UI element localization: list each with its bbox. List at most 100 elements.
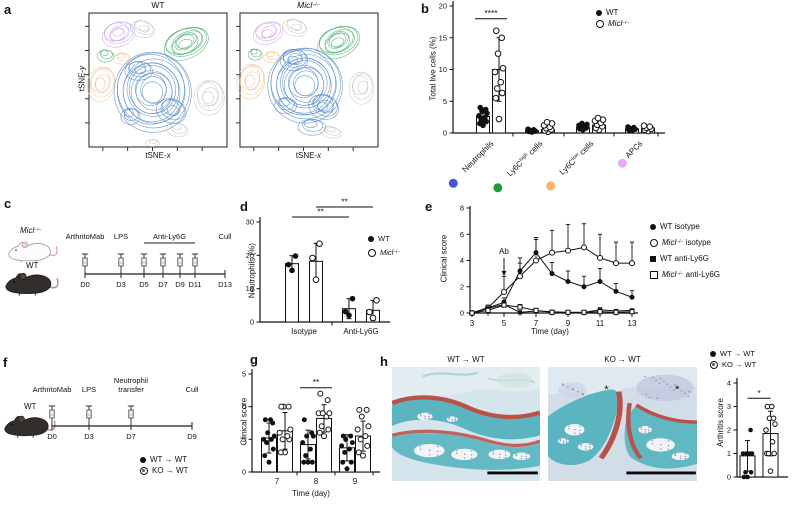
svg-text:15: 15: [242, 370, 246, 379]
svg-text:LPS: LPS: [114, 232, 128, 241]
legend-label: Micl−/− isotype: [662, 238, 711, 247]
bullseye-marker: [710, 360, 718, 369]
arthritis-score-chart: 0 1 2 3 4 *: [727, 378, 788, 482]
svg-text:10: 10: [439, 65, 447, 74]
legend-h: WT → WT KO → WT: [710, 349, 756, 371]
svg-text:7: 7: [275, 477, 280, 486]
tsne-y-axis-label: tSNE-y: [77, 65, 87, 92]
svg-text:Cull: Cull: [186, 385, 199, 394]
panel-label-a: a: [4, 2, 12, 17]
tsne-plot-micl: [236, 12, 379, 151]
svg-text:D9: D9: [187, 432, 197, 441]
svg-text:10: 10: [242, 402, 246, 411]
legend-item-micl: Micl−/−: [596, 19, 629, 28]
svg-text:*: *: [675, 384, 680, 395]
total-live-cells-chart: 0 5 10 15 20 **** Neutrophils Ly6Chigh cells Ly6…: [439, 1, 665, 193]
legend-label: Micl−/− anti-Ly6G: [662, 270, 720, 279]
filled-circle-marker: [710, 350, 716, 357]
legend-item-wt-isotype: WT isotype: [650, 222, 720, 231]
svg-text:13: 13: [628, 319, 637, 328]
legend-item-wt: WT: [596, 8, 629, 17]
legend-label: WT: [606, 8, 619, 17]
e-x-axis-label: Time (day): [531, 327, 569, 336]
open-square-marker: [650, 270, 658, 279]
svg-text:Neutrophil: Neutrophil: [114, 376, 149, 385]
svg-text:Anti-Ly6G: Anti-Ly6G: [343, 327, 378, 336]
legend-item-micl: Micl−/−: [368, 248, 400, 257]
svg-text:9: 9: [353, 477, 358, 486]
svg-text:9: 9: [566, 319, 571, 328]
legend-label: WT: [378, 234, 390, 243]
legend-e: WT isotype Micl−/− isotype WT anti-Ly6G …: [650, 222, 720, 286]
tsne-x-axis-label: tSNE-x: [145, 151, 171, 160]
legend-item-ko-wt: KO → WT: [710, 360, 756, 369]
svg-text:****: ****: [484, 8, 498, 18]
svg-text:D5: D5: [139, 280, 149, 289]
b-y-axis-label: Total live cells (%): [428, 36, 438, 101]
svg-text:D11: D11: [188, 280, 201, 289]
legend-label: WT → WT: [150, 455, 188, 464]
svg-text:*: *: [757, 388, 761, 398]
svg-text:11: 11: [596, 319, 605, 328]
svg-text:3: 3: [727, 402, 731, 411]
data-points: [476, 27, 655, 136]
tsne-micl-title: Micl−/−: [297, 0, 320, 10]
svg-text:8: 8: [460, 204, 464, 213]
filled-circle-marker: [596, 9, 602, 16]
svg-text:Cull: Cull: [219, 232, 232, 241]
svg-text:20: 20: [439, 2, 447, 11]
legend-item-micl-isotype: Micl−/− isotype: [650, 238, 720, 247]
svg-text:D0: D0: [80, 280, 90, 289]
clinical-score-bar-chart: 0 5 10 15 ** 7 8 9: [242, 369, 380, 486]
svg-text:**: **: [341, 197, 348, 207]
svg-text:10: 10: [246, 284, 254, 293]
svg-text:3: 3: [470, 319, 475, 328]
treatment-timeline-f: D0 D3 D7 D9 ArthritoMab LPS Neutrophiltransfer…: [33, 376, 199, 441]
svg-text:0: 0: [727, 473, 731, 482]
open-circle-marker: [650, 238, 658, 247]
histology-title-wt: WT → WT: [447, 355, 485, 364]
svg-text:1: 1: [727, 449, 731, 458]
panel-label-e: e: [425, 199, 433, 214]
bars: [476, 69, 655, 134]
data-points: [740, 403, 778, 480]
svg-text:D9: D9: [175, 280, 185, 289]
legend-item-wt-wt: WT → WT: [140, 455, 188, 464]
panel-label-g: g: [250, 352, 258, 367]
bars: [285, 260, 380, 323]
svg-text:5: 5: [443, 97, 447, 106]
svg-text:6: 6: [460, 230, 464, 239]
svg-text:D3: D3: [84, 432, 94, 441]
panel-label-f: f: [3, 355, 8, 370]
svg-text:Anti-Ly6G: Anti-Ly6G: [153, 232, 186, 241]
svg-text:0: 0: [443, 129, 447, 138]
svg-text:ArthritoMab: ArthritoMab: [66, 232, 105, 241]
tsne-plot-wt: [85, 12, 228, 151]
neutrophils-percent-chart: 0 10 20 30 ** ** Isotype Anti-Ly6G: [246, 197, 390, 336]
legend-label: Micl−/−: [608, 19, 630, 28]
svg-text:0: 0: [242, 468, 246, 477]
svg-text:*: *: [604, 384, 609, 395]
svg-text:D7: D7: [126, 432, 136, 441]
legend-item-micl-anti: Micl−/− anti-Ly6G: [650, 270, 720, 279]
g-x-axis-label: Time (day): [292, 489, 330, 498]
svg-text:D0: D0: [47, 432, 57, 441]
svg-text:LPS: LPS: [82, 385, 96, 394]
d-y-axis-label: Neutrophils (%): [247, 243, 257, 299]
legend-label: Micl−/−: [380, 248, 401, 257]
svg-text:15: 15: [439, 33, 447, 42]
data-points: [261, 390, 372, 472]
legend-label: KO → WT: [722, 360, 757, 369]
data-points: [285, 240, 380, 322]
legend-item-wt-anti: WT anti-Ly6G: [650, 254, 720, 263]
svg-text:8: 8: [314, 477, 319, 486]
bullseye-marker: [140, 466, 148, 475]
svg-text:20: 20: [246, 251, 254, 260]
panel-label-b: b: [421, 1, 429, 16]
tsne-x-axis-label: tSNE-x: [295, 151, 322, 160]
e-y-axis-label: Clinical score: [439, 234, 449, 283]
panel-label-d: d: [240, 199, 248, 214]
wt-mouse-label-f: WT: [24, 402, 37, 411]
svg-text:4: 4: [727, 379, 731, 388]
